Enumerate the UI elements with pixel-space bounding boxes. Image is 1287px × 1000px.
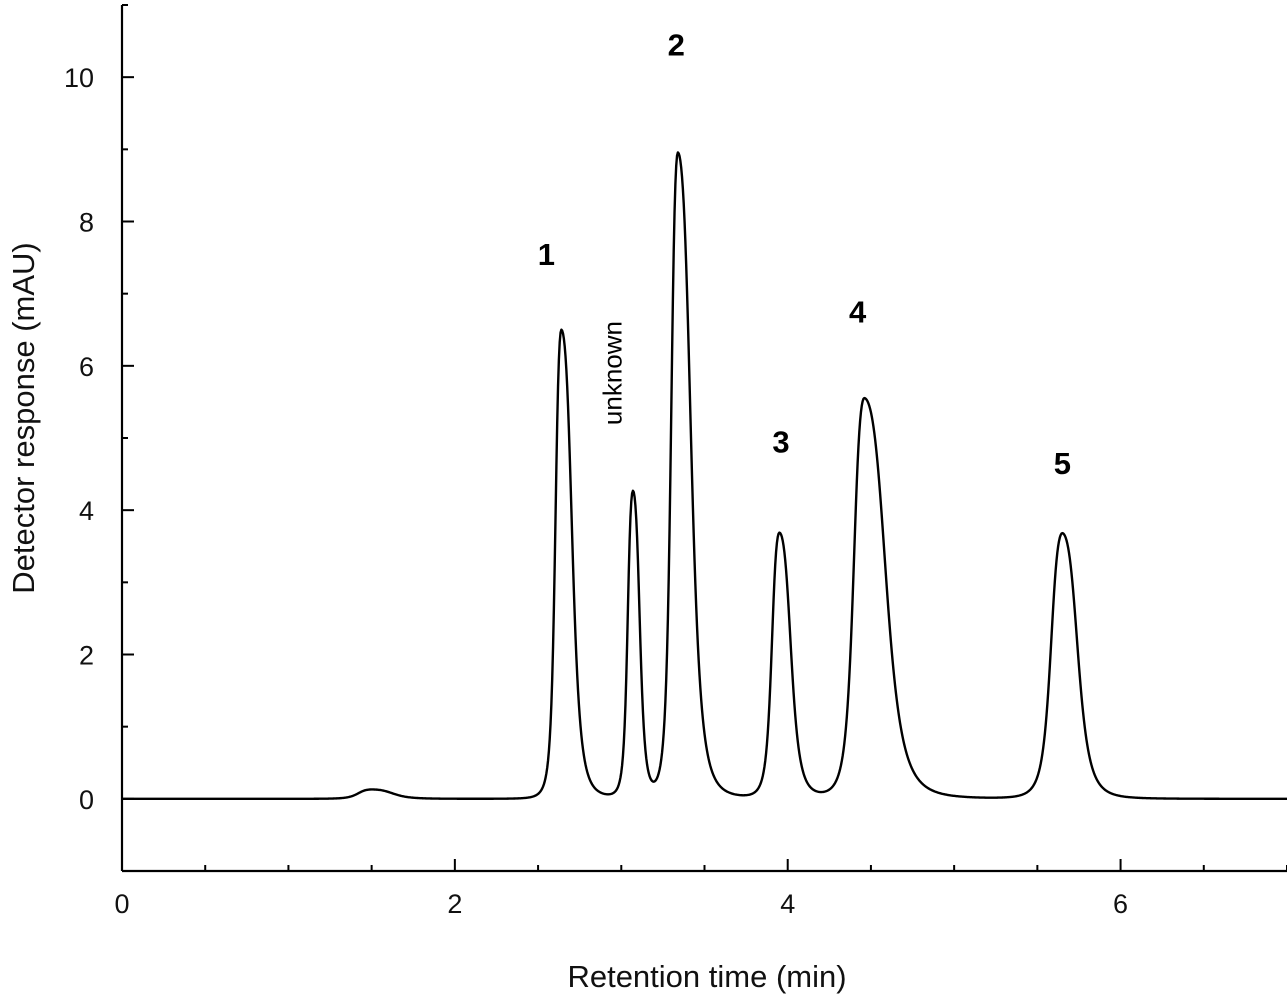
y-tick-label: 8	[79, 208, 94, 238]
y-axis-title: Detector response (mAU)	[6, 242, 41, 593]
y-tick-label: 0	[79, 785, 94, 815]
x-tick-label: 2	[447, 889, 462, 919]
y-tick-label: 4	[79, 496, 94, 526]
x-axis-title: Retention time (min)	[567, 959, 846, 994]
peak-annotations: 1 unknown 2 3 4 5	[538, 28, 1071, 482]
y-tick-label: 10	[64, 63, 94, 93]
x-tick-label: 4	[780, 889, 795, 919]
peak-number-label: 4	[849, 295, 867, 330]
peak-number-label: 2	[668, 28, 685, 63]
peak-number-label: 5	[1054, 446, 1071, 481]
x-tick-label: 0	[114, 889, 129, 919]
y-tick-label: 6	[79, 352, 94, 382]
x-ticks: 0 2 4 6	[114, 859, 1287, 919]
y-tick-label: 2	[79, 641, 94, 671]
unknown-peak-label: unknown	[597, 321, 627, 425]
y-ticks: 0 2 4 6 8 10	[64, 4, 134, 872]
x-tick-label: 6	[1113, 889, 1128, 919]
chromatogram-trace	[121, 151, 1287, 801]
peak-number-label: 3	[772, 424, 789, 459]
peak-number-label: 1	[538, 237, 555, 272]
